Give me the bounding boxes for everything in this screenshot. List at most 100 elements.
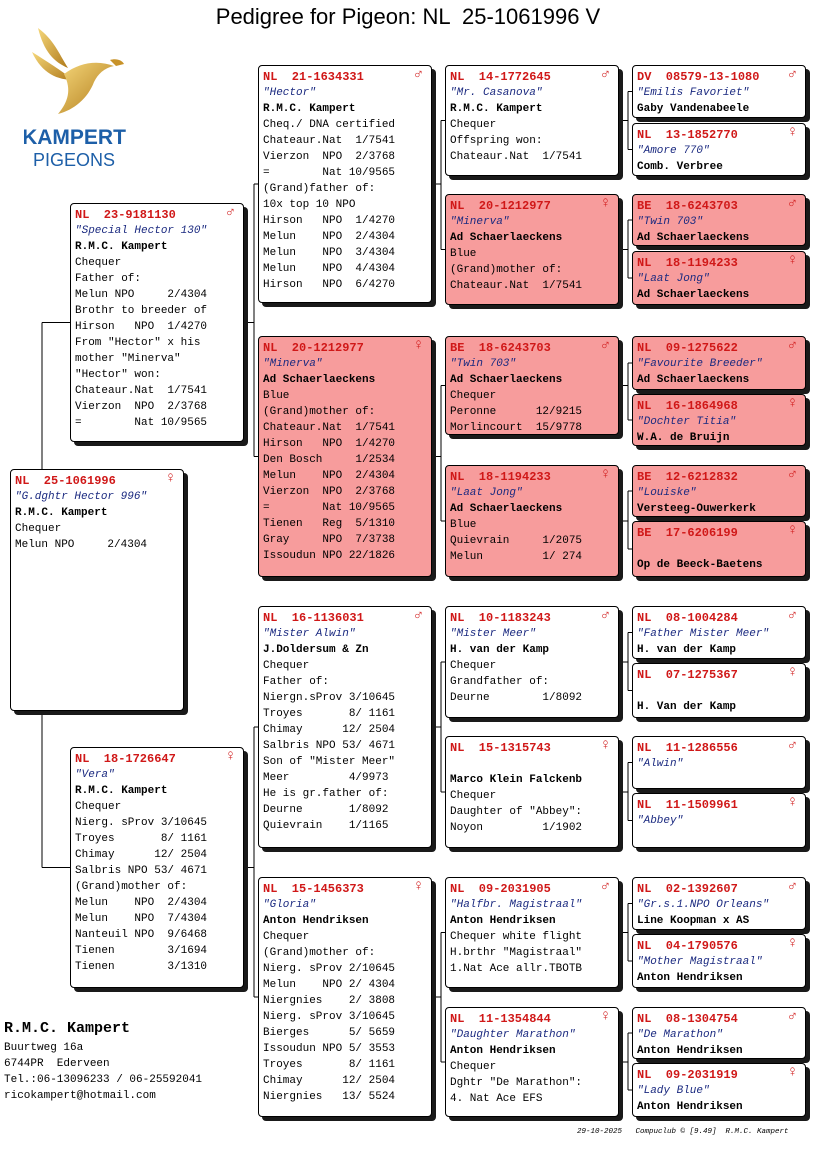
pigeon-card: BE 18-6243703 ♂ "Twin 703" Ad Schaerlaecken… bbox=[632, 194, 806, 246]
pigeon-card: DV 08579-13-1080 ♂ "Emilis Favoriet" Gaby V… bbox=[632, 65, 806, 118]
sex-symbol: ♂ bbox=[787, 195, 797, 212]
logo-wing bbox=[32, 52, 74, 80]
info-line: Meer 4/9973 bbox=[263, 772, 389, 784]
owner: Marco Klein Falckenb bbox=[450, 774, 583, 786]
sex-symbol: ♂ bbox=[787, 66, 797, 83]
pigeon-name: "Twin 703" bbox=[450, 358, 517, 370]
ring-number: DV 08579-13-1080 bbox=[637, 70, 760, 84]
ring-number: BE 18-6243703 bbox=[637, 199, 738, 213]
owner: J.Doldersum & Zn bbox=[263, 644, 369, 656]
owner: R.M.C. Kampert bbox=[263, 103, 356, 115]
info-line: Chequer bbox=[263, 931, 310, 943]
pigeon-name: "Father Mister Meer" bbox=[637, 628, 770, 640]
info-line: Blue bbox=[450, 519, 477, 531]
info-line: Chequer bbox=[450, 390, 497, 402]
ring-number: NL 13-1852770 bbox=[637, 128, 738, 142]
info-line: Chequer bbox=[75, 257, 122, 269]
pigeon-card: NL 18-1194233 ♀ "Laat Jong" Ad Schaerlaecke… bbox=[632, 251, 806, 305]
info-line: Brothr to breeder of bbox=[75, 305, 208, 317]
info-line: Chateaur.Nat 1/7541 bbox=[450, 151, 583, 163]
ring-number: NL 11-1354844 bbox=[450, 1012, 551, 1026]
owner: H. van der Kamp bbox=[450, 644, 550, 656]
sex-symbol: ♀ bbox=[600, 195, 610, 212]
logo-beak bbox=[110, 59, 124, 66]
pigeon-name: "Special Hector 130" bbox=[75, 225, 208, 237]
pigeon-name: "Mister Alwin" bbox=[263, 628, 356, 640]
ring-number: NL 15-1456373 bbox=[263, 882, 364, 896]
ring-number: NL 11-1286556 bbox=[637, 741, 738, 755]
pigeon-name: "Emilis Favoriet" bbox=[637, 87, 750, 99]
blank-line bbox=[450, 756, 614, 772]
footer-software: Compuclub © [9.49] R.M.C. Kampert bbox=[635, 1128, 789, 1136]
pigeon-name: "Gr.s.1.NPO Orleans" bbox=[637, 899, 770, 911]
pigeon-name: "Laat Jong" bbox=[450, 487, 523, 499]
pigeon-name: "Mother Magistraal" bbox=[637, 956, 763, 968]
info-line: Chimay 12/ 2504 bbox=[75, 849, 208, 861]
pigeon-name: "Mister Meer" bbox=[450, 628, 536, 640]
pigeon-name: "Amore 770" bbox=[637, 145, 710, 157]
owner: Anton Hendriksen bbox=[450, 1045, 556, 1057]
ring-number: NL 02-1392607 bbox=[637, 882, 738, 896]
ring-number: NL 18-1194233 bbox=[450, 470, 551, 484]
info-line: Chequer bbox=[450, 660, 497, 672]
ring-number: NL 11-1509961 bbox=[637, 798, 738, 812]
pigeon-card: NL 21-1634331 ♂ "Hector" R.M.C. Kampert Cheq… bbox=[258, 65, 432, 303]
info-line: Chequer white flight bbox=[450, 931, 583, 943]
sex-symbol: ♂ bbox=[787, 607, 797, 624]
sex-symbol: ♂ bbox=[787, 878, 797, 895]
owner: W.A. de Bruijn bbox=[637, 432, 730, 444]
info-line: "Hector" won: bbox=[75, 369, 161, 381]
info-line: Deurne 1/8092 bbox=[450, 692, 583, 704]
info-line: Offspring won: bbox=[450, 135, 543, 147]
ring-number: NL 16-1136031 bbox=[263, 611, 364, 625]
info-line: 1.Nat Ace allr.TBOTB bbox=[450, 963, 583, 975]
info-line: Gray NPO 7/3738 bbox=[263, 534, 396, 546]
sex-symbol: ♀ bbox=[600, 466, 610, 483]
info-line: Chimay 12/ 2504 bbox=[263, 1075, 396, 1087]
owner: R.M.C. Kampert bbox=[75, 785, 168, 797]
info-line: Tienen 3/1310 bbox=[75, 961, 208, 973]
info-line: (Grand)father of: bbox=[263, 183, 376, 195]
info-line: Hirson NPO 1/4270 bbox=[263, 215, 396, 227]
info-line: = Nat 10/9565 bbox=[263, 167, 396, 179]
info-line: Vierzon NPO 2/3768 bbox=[75, 401, 208, 413]
sex-symbol: ♀ bbox=[787, 794, 797, 811]
info-line: Blue bbox=[450, 248, 477, 260]
info-line: Bierges 5/ 5659 bbox=[263, 1027, 396, 1039]
ring-number: NL 10-1183243 bbox=[450, 611, 551, 625]
pigeon-name: "Mr. Casanova" bbox=[450, 87, 543, 99]
pigeon-name: "Abbey" bbox=[637, 815, 684, 827]
breeder-line: Buurtweg 16a bbox=[4, 1042, 84, 1054]
info-line: 10x top 10 NPO bbox=[263, 199, 356, 211]
pigeon-card: NL 25-1061996 ♀ "G.dghtr Hector 996" R.M.C.… bbox=[10, 469, 184, 711]
sex-symbol: ♀ bbox=[787, 664, 797, 681]
info-line: Melun NPO 2/4304 bbox=[75, 289, 208, 301]
info-line: = Nat 10/9565 bbox=[263, 502, 396, 514]
sex-symbol: ♂ bbox=[600, 878, 610, 895]
sex-symbol: ♀ bbox=[165, 470, 175, 487]
blank-line bbox=[637, 541, 801, 557]
pigeon-card: BE 17-6206199 ♀ Op de Beeck-Baetens bbox=[632, 521, 806, 577]
ring-number: BE 18-6243703 bbox=[450, 341, 551, 355]
ring-number: NL 07-1275367 bbox=[637, 668, 738, 682]
info-line: mother "Minerva" bbox=[75, 353, 181, 365]
ring-number: NL 18-1726647 bbox=[75, 752, 176, 766]
info-line: Dghtr "De Marathon": bbox=[450, 1077, 583, 1089]
sex-symbol: ♂ bbox=[787, 737, 797, 754]
info-line: Melun NPO 3/4304 bbox=[263, 247, 396, 259]
owner: Comb. Verbree bbox=[637, 161, 723, 173]
pigeon-card: BE 12-6212832 ♂ "Louiske" Versteeg-Ouwerker… bbox=[632, 465, 806, 517]
info-line: Chequer bbox=[450, 790, 497, 802]
logo-brand: KAMPERT bbox=[24, 126, 126, 149]
info-line: Chequer bbox=[263, 660, 310, 672]
ring-number: NL 25-1061996 bbox=[15, 474, 116, 488]
ring-number: NL 09-2031905 bbox=[450, 882, 551, 896]
info-line: Blue bbox=[263, 390, 290, 402]
sex-symbol: ♀ bbox=[600, 1008, 610, 1025]
info-line: Vierzon NPO 2/3768 bbox=[263, 486, 396, 498]
owner: Versteeg-Ouwerkerk bbox=[637, 503, 756, 515]
sex-symbol: ♀ bbox=[787, 124, 797, 141]
info-line: Quievrain 1/2075 bbox=[450, 535, 583, 547]
owner: H. van der Kamp bbox=[637, 644, 737, 656]
sex-symbol: ♀ bbox=[787, 935, 797, 952]
